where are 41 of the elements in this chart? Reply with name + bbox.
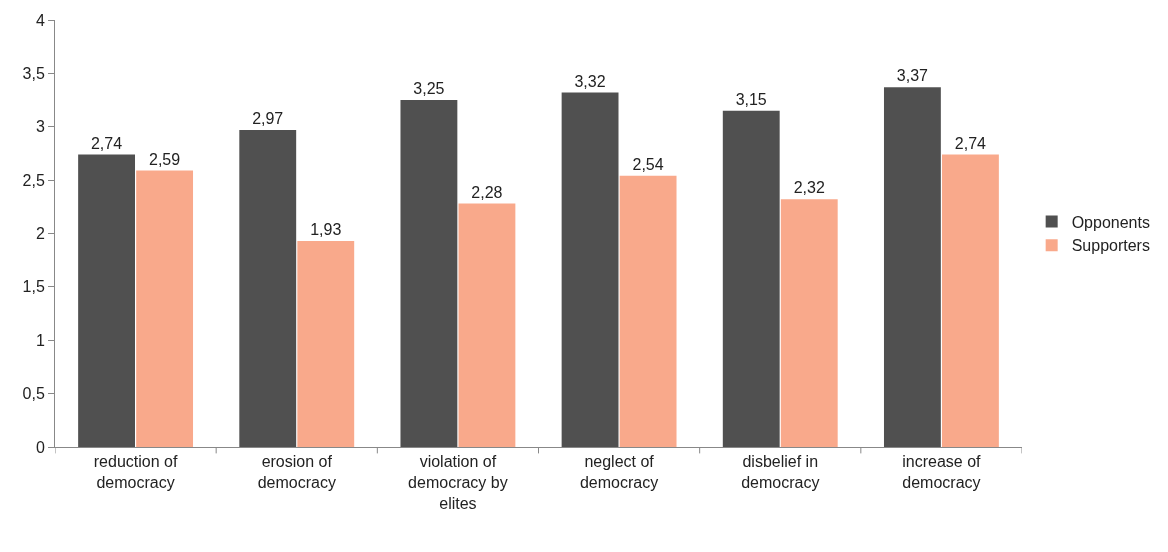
- bar: [136, 170, 194, 447]
- x-tick-label: erosion of democracy: [257, 453, 336, 491]
- legend-label: Supporters: [1071, 237, 1150, 255]
- y-tick-label: 2: [35, 225, 45, 243]
- y-tick-label: 2,5: [22, 171, 45, 189]
- data-label: 2,74: [90, 134, 123, 152]
- bar: [722, 110, 780, 447]
- legend-label: Opponents: [1071, 213, 1150, 231]
- data-label: 3,25: [413, 80, 445, 98]
- x-tick-label: reduction of democracy: [93, 453, 178, 491]
- data-label: 3,37: [896, 67, 929, 85]
- bar: [942, 154, 999, 447]
- bar: [619, 175, 677, 447]
- bar: [400, 100, 458, 447]
- y-tick-label: 4: [35, 11, 45, 29]
- y-tick-label: 0,5: [22, 385, 45, 403]
- x-tick-label: disbelief in democracy: [741, 453, 820, 491]
- bar: [78, 154, 135, 447]
- data-label: 2,97: [252, 109, 284, 127]
- data-label: 2,28: [471, 183, 503, 201]
- y-tick-label: 0: [35, 438, 45, 456]
- data-label: 2,32: [793, 179, 825, 197]
- bar: [883, 87, 941, 447]
- bar: [297, 240, 355, 447]
- x-tick-label: neglect of democracy: [579, 453, 659, 491]
- y-tick-label: 3,5: [22, 64, 45, 82]
- data-label: 1,93: [310, 220, 342, 238]
- y-tick-label: 3: [35, 118, 45, 136]
- x-tick-label: increase of democracy: [902, 453, 982, 491]
- data-label: 3,15: [735, 90, 767, 108]
- data-label: 2,74: [954, 134, 987, 152]
- y-tick-label: 1: [35, 331, 45, 349]
- data-label: 2,54: [632, 155, 664, 173]
- data-label: 3,32: [574, 72, 606, 90]
- y-tick-label: 1,5: [22, 278, 45, 296]
- bar: [458, 203, 516, 447]
- x-tick-label: violation of democracy by elites: [408, 453, 508, 512]
- bar: [561, 92, 619, 447]
- bar: [780, 199, 838, 447]
- bar: [239, 129, 297, 447]
- data-label: 2,59: [148, 150, 181, 168]
